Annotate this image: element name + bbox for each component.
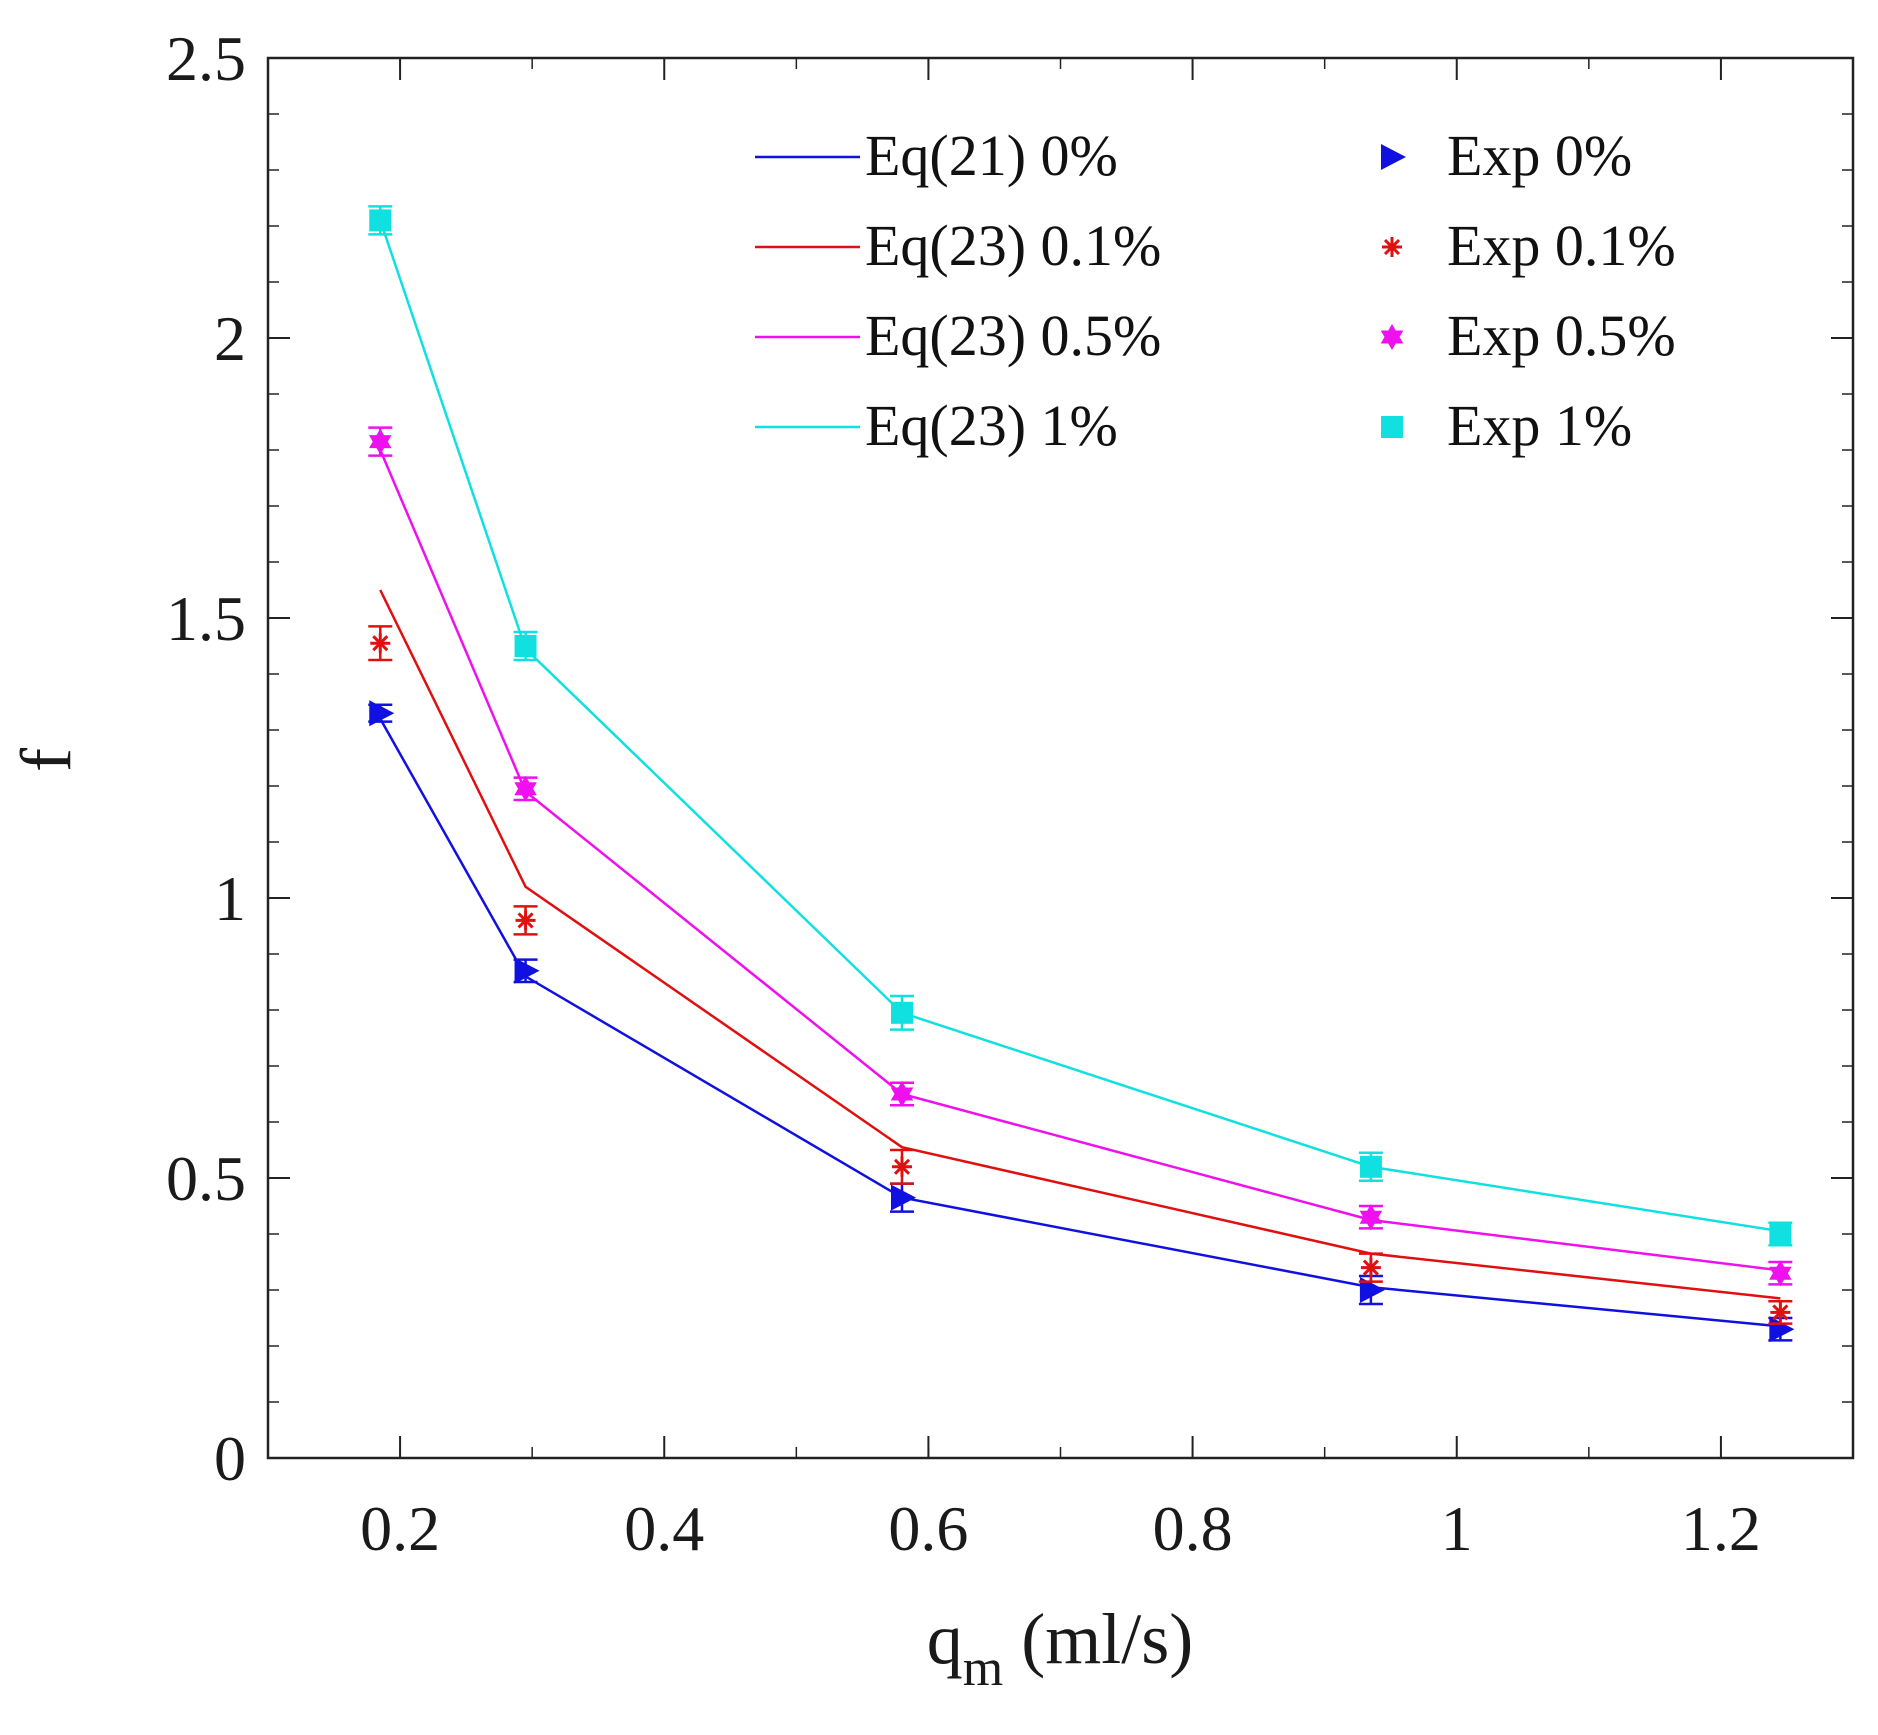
data-point-exp-2 (514, 775, 537, 802)
data-point-exp-1-stroke (1772, 1304, 1789, 1321)
data-point-exp-1-stroke (893, 1158, 911, 1175)
y-axis-label: f (6, 748, 86, 772)
data-point-exp-0 (369, 700, 395, 727)
data-point-exp-3 (369, 209, 392, 232)
legend-marker-swatch (1381, 416, 1403, 438)
x-axis-label: qm (ml/s) (927, 1599, 1193, 1697)
x-axis-label-units: (ml/s) (1003, 1599, 1193, 1679)
ticks-layer (267, 57, 1854, 1459)
legend-marker-swatch (1382, 237, 1402, 257)
data-point-exp-1 (515, 910, 536, 931)
data-point-exp-1 (370, 633, 391, 654)
legend-label: Exp 0.1% (1447, 213, 1676, 278)
y-tick-label: 0 (214, 1423, 246, 1494)
data-point-exp-2 (1769, 1260, 1792, 1287)
y-tick-label: 0.5 (166, 1143, 246, 1214)
legend-label: Eq(21) 0% (865, 123, 1118, 188)
legend-marker-swatch-stroke (1383, 238, 1401, 256)
data-point-exp-2-tri (514, 782, 537, 802)
data-point-exp-1-stroke (372, 635, 389, 652)
x-tick-label: 0.8 (1153, 1493, 1233, 1564)
series-line-3 (379, 219, 1781, 1233)
legend-label: Eq(23) 0.1% (865, 213, 1161, 278)
series-line-0 (379, 718, 1781, 1328)
plot-layer (368, 205, 1795, 1343)
data-point-exp-2 (1359, 1204, 1383, 1231)
legend-marker-swatch (1381, 144, 1406, 170)
x-tick-label: 1.2 (1681, 1493, 1761, 1564)
legend-label: Eq(23) 1% (865, 393, 1118, 458)
legend-label: Exp 0.5% (1447, 303, 1676, 368)
data-point-exp-0 (891, 1184, 916, 1211)
data-point-exp-1 (892, 1156, 912, 1177)
legend-marker-swatch-tri (1380, 330, 1404, 350)
data-point-exp-2-tri (890, 1087, 914, 1107)
data-point-exp-2-tri (1769, 1266, 1792, 1287)
legend-marker-swatch (1380, 324, 1404, 350)
data-point-exp-3 (1769, 1223, 1792, 1245)
y-tick-label: 2.5 (166, 23, 246, 94)
data-point-exp-2 (369, 428, 392, 455)
legend: Eq(21) 0% Eq(23) 0.1% Eq(23) 0.5% Eq(23) 1%… (755, 123, 1676, 458)
data-point-exp-2-tri (369, 435, 392, 455)
data-point-exp-2 (890, 1081, 914, 1107)
legend-label: Exp 0% (1447, 123, 1632, 188)
legend-label: Eq(23) 0.5% (865, 303, 1161, 368)
x-axis-label-sub: m (963, 1640, 1003, 1697)
data-point-exp-3 (1359, 1155, 1382, 1178)
y-tick-label: 1.5 (166, 583, 246, 654)
data-point-exp-0 (1359, 1277, 1385, 1303)
legend-label: Exp 1% (1447, 393, 1632, 458)
data-point-exp-1 (1360, 1257, 1381, 1278)
x-tick-label: 0.2 (360, 1493, 440, 1564)
data-point-exp-3 (514, 635, 537, 657)
data-point-exp-3 (891, 1001, 913, 1024)
data-point-exp-1-stroke (1362, 1259, 1379, 1276)
y-tick-label: 1 (214, 863, 246, 934)
data-point-exp-1 (1770, 1302, 1791, 1323)
x-tick-label: 0.4 (624, 1493, 704, 1564)
data-point-exp-1-stroke (517, 912, 534, 929)
series-line-2 (379, 449, 1781, 1272)
x-tick-label: 1 (1441, 1493, 1473, 1564)
data-point-exp-2-tri (1359, 1210, 1383, 1231)
data-point-exp-0 (514, 957, 540, 984)
y-tick-label: 2 (214, 303, 246, 374)
series-line-1 (379, 589, 1781, 1300)
x-axis-label-main: q (927, 1599, 963, 1679)
x-tick-label: 0.6 (888, 1493, 968, 1564)
